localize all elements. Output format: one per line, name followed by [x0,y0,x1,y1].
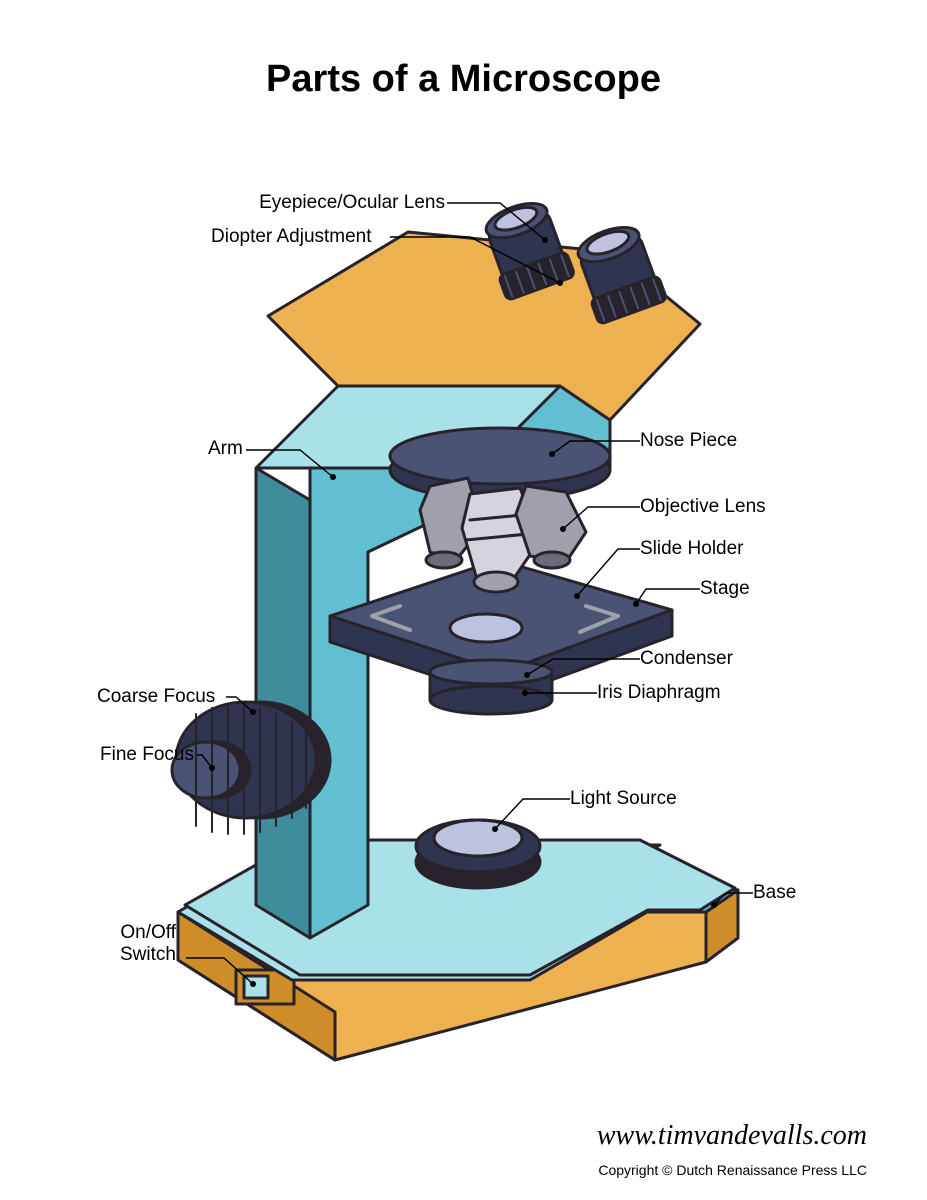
label-light-source: Light Source [570,788,677,810]
label-diopter: Diopter Adjustment [211,226,372,248]
website-credit: www.timvandevalls.com [597,1120,867,1152]
label-arm: Arm [208,438,243,460]
label-slide-holder: Slide Holder [640,538,744,560]
copyright-notice: Copyright © Dutch Renaissance Press LLC [598,1162,867,1178]
label-onoff-switch: On/Off Switch [120,922,176,966]
label-condenser: Condenser [640,648,733,670]
label-eyepiece: Eyepiece/Ocular Lens [259,192,445,214]
microscope-diagram [0,0,927,1200]
label-objective: Objective Lens [640,496,766,518]
label-iris: Iris Diaphragm [597,682,721,704]
label-fine-focus: Fine Focus [100,744,194,766]
label-stage: Stage [700,578,750,600]
label-coarse-focus: Coarse Focus [97,686,215,708]
label-base: Base [753,882,796,904]
label-nose-piece: Nose Piece [640,430,737,452]
